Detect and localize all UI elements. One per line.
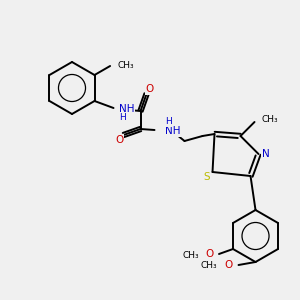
Text: NH: NH <box>164 126 180 136</box>
Text: O: O <box>146 84 154 94</box>
Text: CH₃: CH₃ <box>201 262 217 271</box>
Text: CH₃: CH₃ <box>182 250 199 260</box>
Text: N: N <box>262 149 269 159</box>
Text: S: S <box>203 172 210 182</box>
Text: CH₃: CH₃ <box>262 116 278 124</box>
Text: O: O <box>116 135 124 145</box>
Text: O: O <box>206 249 214 259</box>
Text: NH: NH <box>118 104 134 114</box>
Text: H: H <box>119 113 126 122</box>
Text: O: O <box>224 260 232 270</box>
Text: H: H <box>166 118 172 127</box>
Text: CH₃: CH₃ <box>117 61 134 70</box>
